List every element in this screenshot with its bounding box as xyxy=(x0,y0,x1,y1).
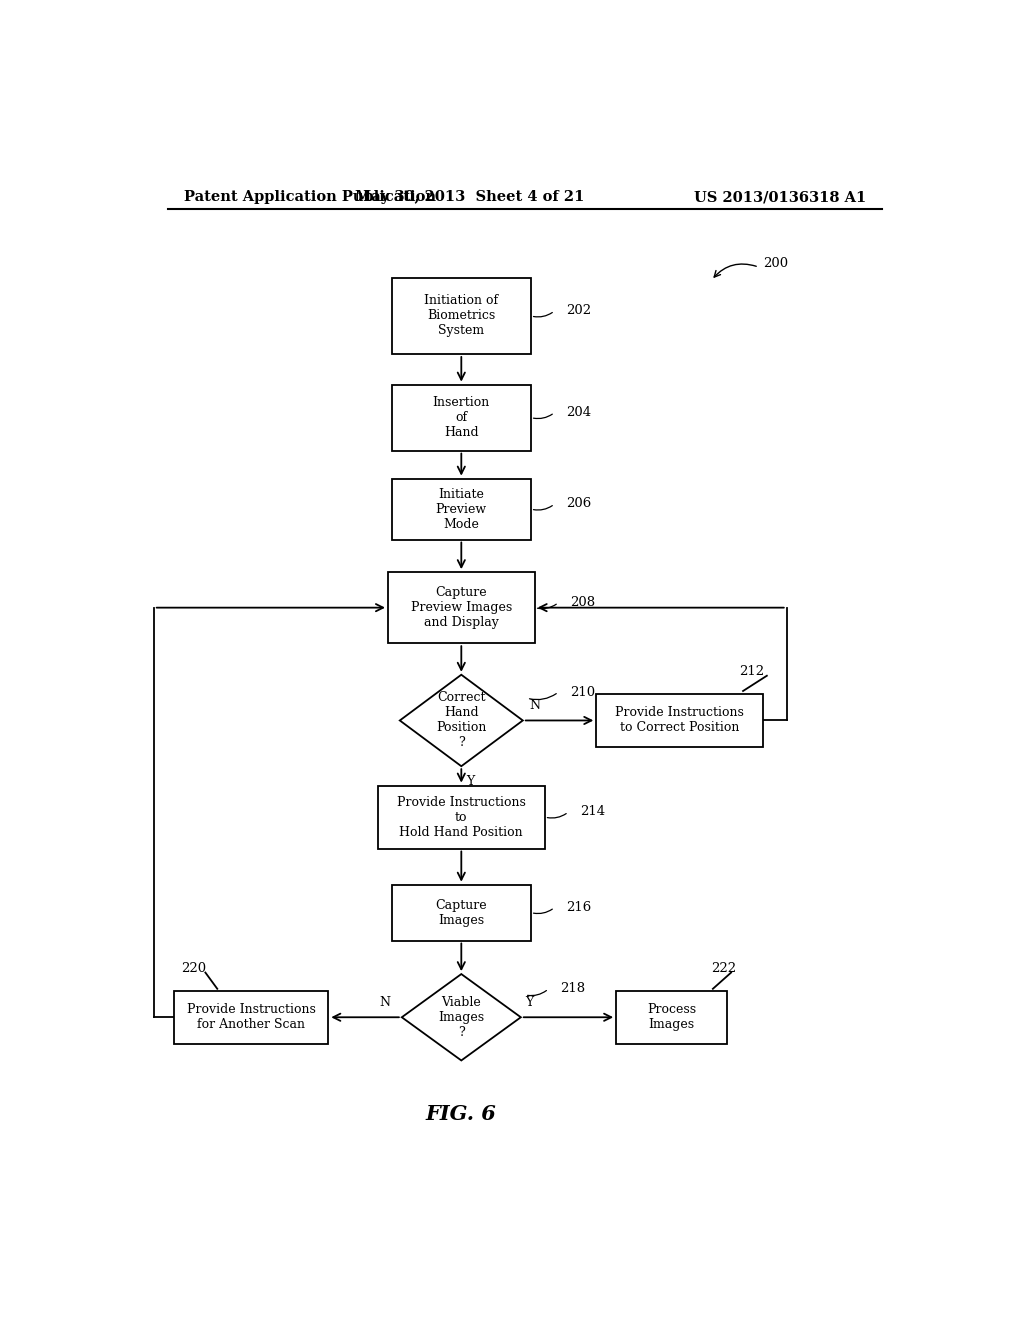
Text: 222: 222 xyxy=(712,962,736,975)
Text: 216: 216 xyxy=(566,902,592,913)
FancyBboxPatch shape xyxy=(616,991,727,1044)
Text: Y: Y xyxy=(466,775,474,788)
FancyBboxPatch shape xyxy=(392,384,530,450)
Text: Viable
Images
?: Viable Images ? xyxy=(438,995,484,1039)
Text: 220: 220 xyxy=(181,962,207,975)
Text: Capture
Preview Images
and Display: Capture Preview Images and Display xyxy=(411,586,512,630)
Text: US 2013/0136318 A1: US 2013/0136318 A1 xyxy=(694,190,866,205)
Text: Patent Application Publication: Patent Application Publication xyxy=(183,190,435,205)
Polygon shape xyxy=(401,974,521,1060)
Text: Provide Instructions
to
Hold Hand Position: Provide Instructions to Hold Hand Positi… xyxy=(397,796,525,838)
Text: 212: 212 xyxy=(739,665,764,678)
Text: 204: 204 xyxy=(566,407,592,418)
Text: 208: 208 xyxy=(570,597,596,609)
Text: 200: 200 xyxy=(763,256,788,269)
Polygon shape xyxy=(399,675,523,766)
Text: 218: 218 xyxy=(560,982,586,995)
Text: Correct
Hand
Position
?: Correct Hand Position ? xyxy=(436,692,486,750)
Text: 210: 210 xyxy=(570,685,596,698)
FancyBboxPatch shape xyxy=(392,884,530,941)
FancyBboxPatch shape xyxy=(596,694,763,747)
Text: N: N xyxy=(380,997,390,1008)
Text: 214: 214 xyxy=(581,805,605,818)
Text: 206: 206 xyxy=(566,498,592,511)
Text: Provide Instructions
for Another Scan: Provide Instructions for Another Scan xyxy=(186,1003,315,1031)
FancyBboxPatch shape xyxy=(174,991,329,1044)
Text: Provide Instructions
to Correct Position: Provide Instructions to Correct Position xyxy=(615,706,744,734)
Text: 202: 202 xyxy=(566,305,592,317)
Text: Capture
Images: Capture Images xyxy=(435,899,487,927)
Text: Process
Images: Process Images xyxy=(647,1003,696,1031)
FancyBboxPatch shape xyxy=(392,479,530,540)
Text: FIG. 6: FIG. 6 xyxy=(426,1104,497,1123)
Text: Insertion
of
Hand: Insertion of Hand xyxy=(433,396,489,440)
FancyBboxPatch shape xyxy=(392,277,530,354)
FancyBboxPatch shape xyxy=(388,572,535,643)
Text: Y: Y xyxy=(525,997,534,1008)
Text: Initiation of
Biometrics
System: Initiation of Biometrics System xyxy=(424,294,499,338)
FancyBboxPatch shape xyxy=(378,785,545,849)
Text: May 30, 2013  Sheet 4 of 21: May 30, 2013 Sheet 4 of 21 xyxy=(354,190,584,205)
Text: Initiate
Preview
Mode: Initiate Preview Mode xyxy=(436,487,486,531)
Text: N: N xyxy=(529,700,541,713)
